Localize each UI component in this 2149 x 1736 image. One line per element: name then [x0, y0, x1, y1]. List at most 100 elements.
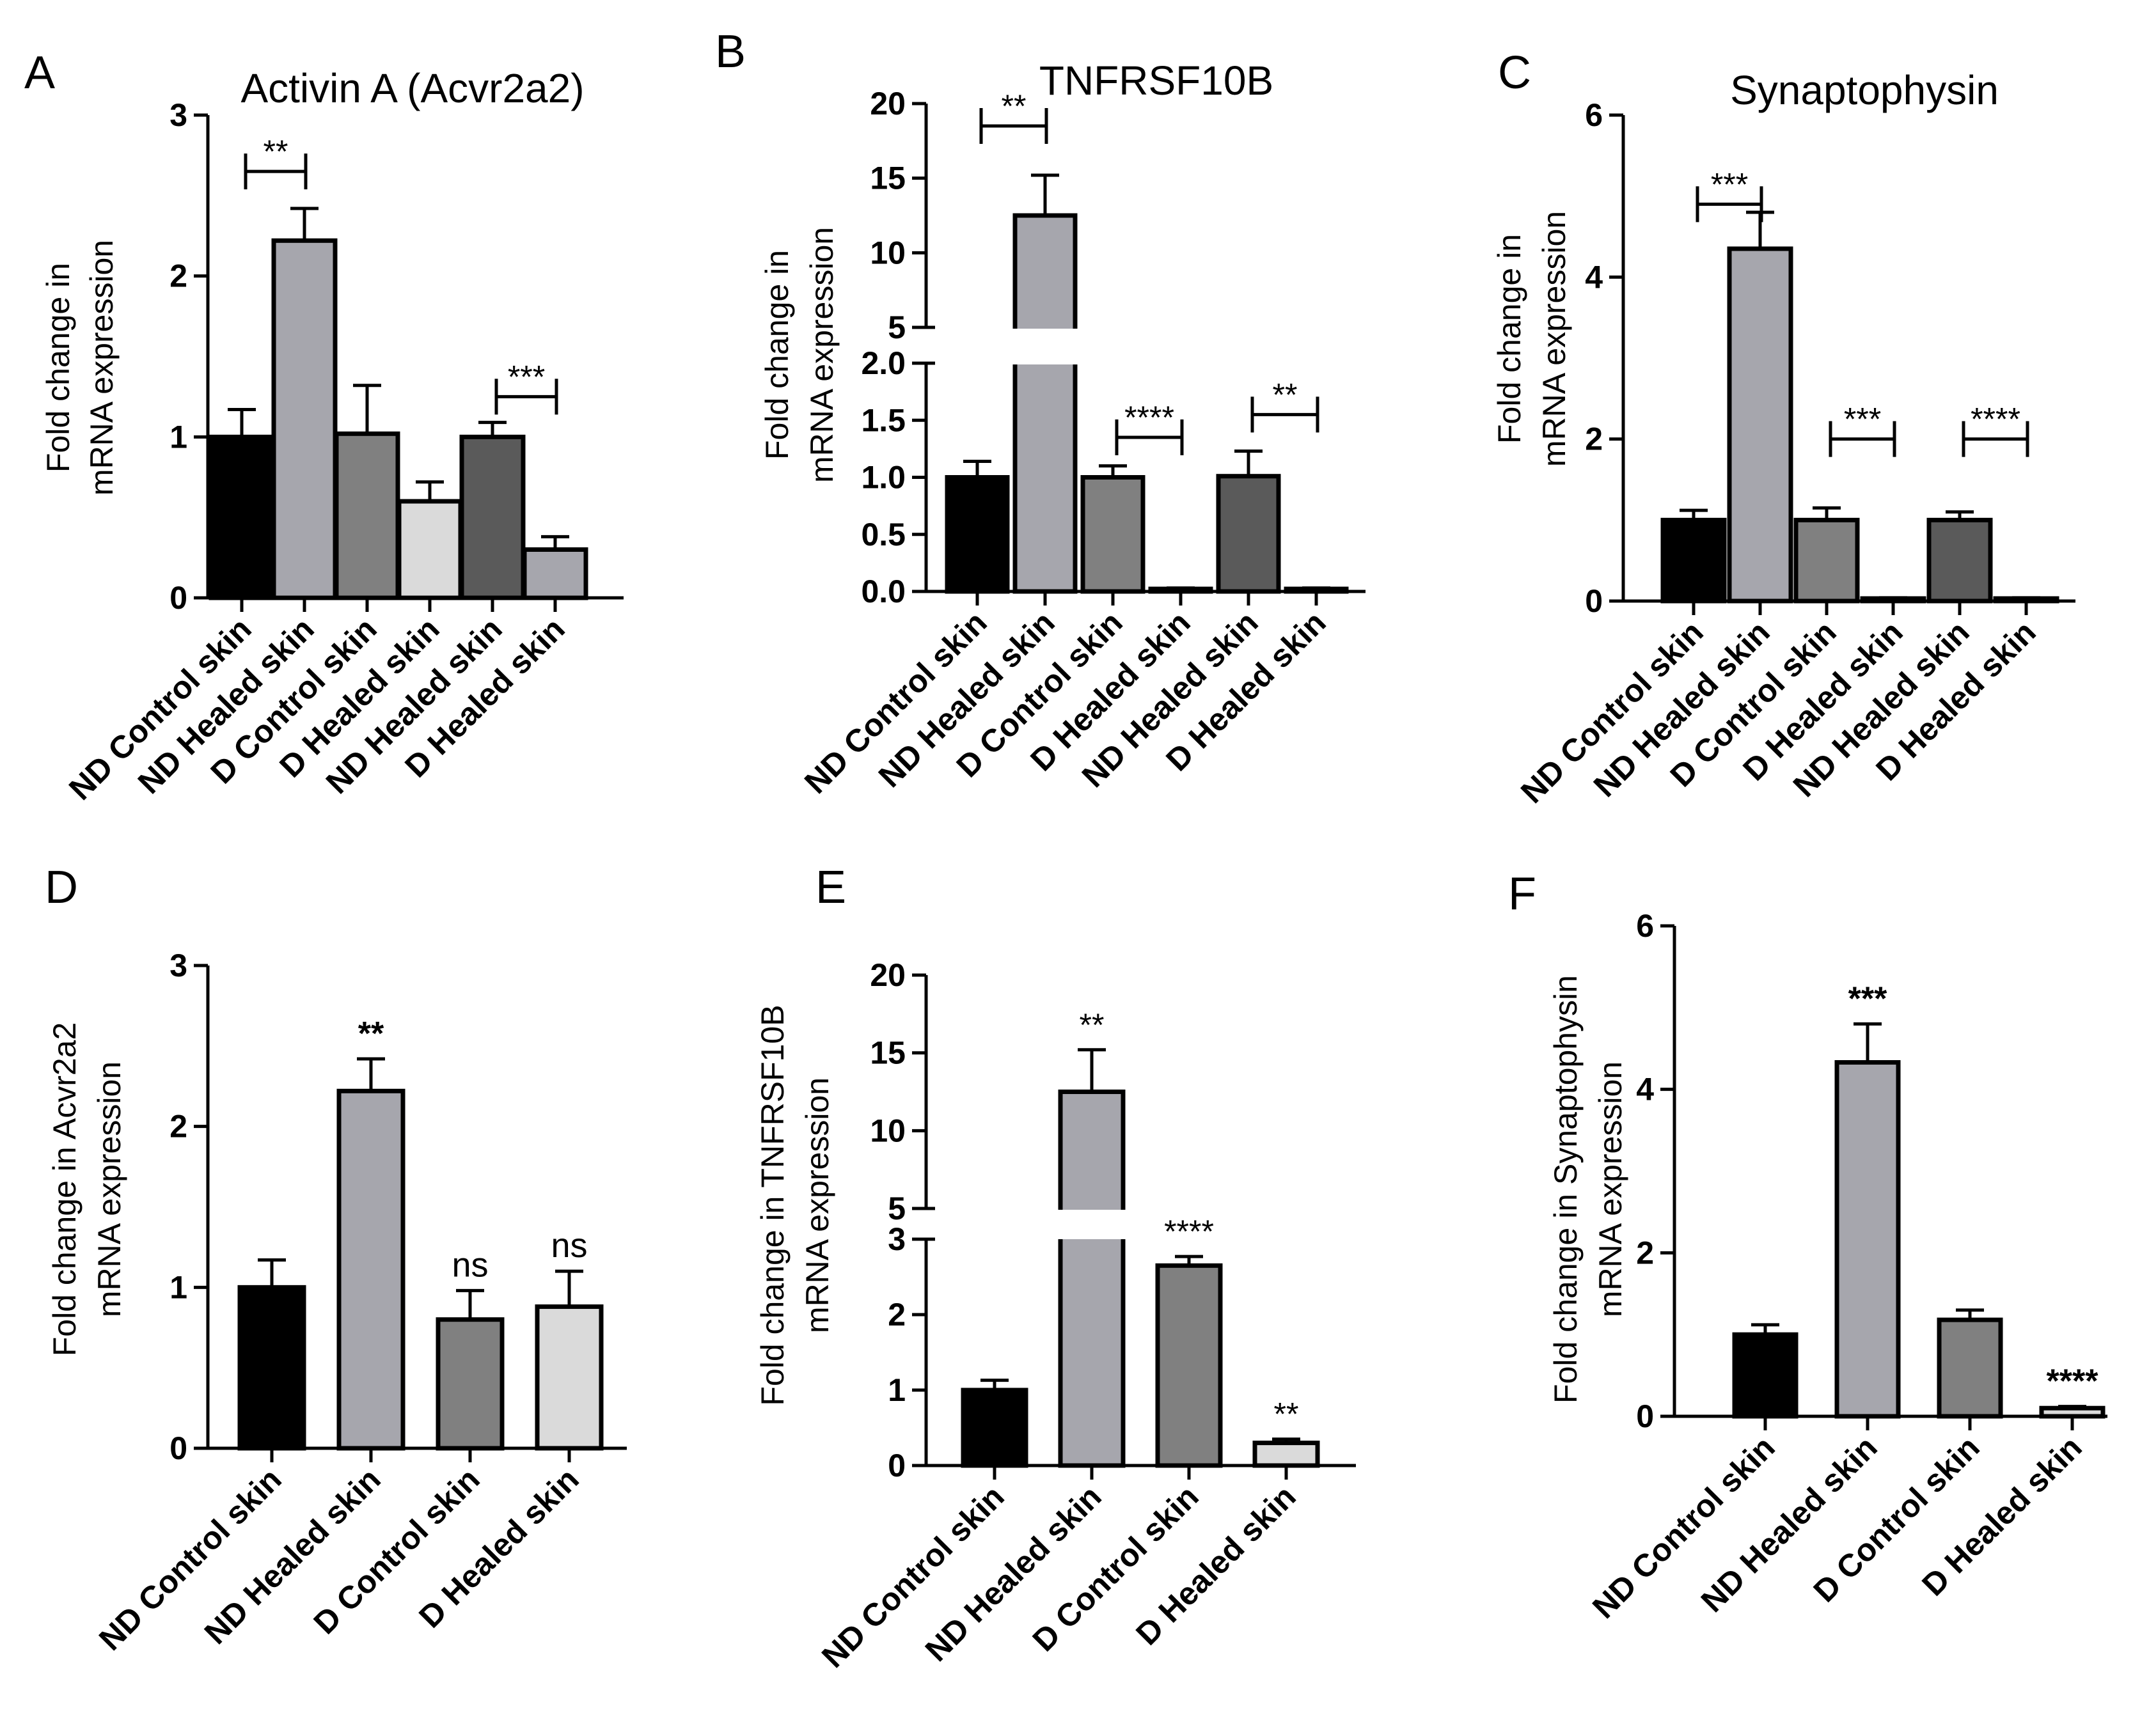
y-axis-label-line-1: Fold change in Acvr2a2 — [47, 1022, 83, 1357]
y-tick-label: 1.0 — [861, 460, 906, 496]
y-tick-label: 4 — [1636, 1072, 1654, 1107]
y-tick-label: 2 — [1585, 421, 1603, 457]
bar-d-healed-skin — [535, 1304, 604, 1451]
panel-letter: C — [1498, 47, 1531, 98]
x-tick-label-nd-healed-skin: ND Healed skin — [198, 1461, 388, 1651]
significance-star: ns — [452, 1246, 488, 1284]
significance-star: **** — [1164, 1214, 1214, 1249]
bar-d-control-skin — [1155, 1263, 1223, 1468]
bar-d-control-skin — [1793, 517, 1860, 604]
panel-letter: B — [715, 26, 746, 77]
significance-label: *** — [1711, 166, 1748, 202]
y-tick-label: 1.5 — [861, 402, 906, 438]
y-tick-label: 3 — [888, 1221, 906, 1257]
y-tick-label: 4 — [1585, 259, 1603, 295]
bar-nd-control-skin — [1732, 1332, 1799, 1419]
y-tick-label: 2 — [888, 1297, 906, 1333]
x-tick-label-nd-healed-skin: ND Healed skin — [1694, 1429, 1884, 1619]
y-axis-label-line-1: Fold change in TNFRSF10B — [755, 1005, 791, 1405]
bar-nd-control-skin — [237, 1285, 306, 1451]
y-tick-label: 0 — [169, 580, 187, 616]
bar-nd-healed-skin — [1926, 517, 1993, 604]
bar-nd-control-skin — [945, 475, 1010, 594]
y-axis-label-line-2: mRNA expression — [804, 227, 840, 483]
panel-e: E Fold change in TNFRSF10B mRNA expressi… — [755, 862, 1356, 1675]
y-tick-label: 20 — [870, 86, 906, 121]
y-tick-label: 6 — [1636, 908, 1654, 944]
bar-d-control-skin — [1937, 1317, 2003, 1419]
bar-d-control-skin — [334, 431, 400, 600]
chart-title: Activin A (Acvr2a2) — [240, 65, 584, 111]
x-tick-label-d-control-skin: D Control skin — [1026, 1478, 1206, 1658]
bar-nd-control-skin — [1660, 517, 1727, 604]
chart-title: TNFRSF10B — [1039, 58, 1273, 104]
panel-letter: E — [815, 862, 846, 913]
y-tick-label: 1 — [169, 1269, 187, 1305]
y-tick-label: 0.5 — [861, 517, 906, 552]
significance-label: **** — [1971, 402, 2020, 437]
y-axis-label-line-1: Fold change in — [759, 250, 795, 460]
axis-break-gap — [1057, 1210, 1127, 1239]
y-tick-label: 0.0 — [861, 574, 906, 609]
y-tick-label: 5 — [888, 1191, 906, 1226]
panel-b: B TNFRSF10B Fold change in mRNA expressi… — [715, 26, 1366, 801]
y-axis-label-line-2: mRNA expression — [1593, 1061, 1628, 1317]
panel-letter: D — [45, 862, 78, 913]
y-axis-label-line-2: mRNA expression — [799, 1077, 835, 1333]
y-tick-label: 0 — [1585, 583, 1603, 619]
y-axis-label-line-1: Fold change in — [1492, 234, 1527, 444]
y-axis-label-line-2: mRNA expression — [91, 1061, 127, 1317]
bar-nd-healed-skin — [271, 238, 338, 600]
y-tick-label: 2 — [1636, 1235, 1654, 1271]
x-tick-label-nd-healed-skin: ND Healed skin — [918, 1478, 1108, 1668]
panel-a: A Activin A (Acvr2a2) Fold change in mRN… — [24, 47, 624, 807]
significance-label: ** — [264, 134, 288, 169]
y-tick-label: 3 — [169, 97, 187, 133]
significance-star: ns — [551, 1226, 587, 1265]
y-tick-label: 0 — [169, 1430, 187, 1466]
significance-star: *** — [1848, 980, 1887, 1017]
y-tick-label: 15 — [870, 160, 906, 196]
y-tick-label: 20 — [870, 957, 906, 993]
chart-title: Synaptophysin — [1730, 67, 1999, 113]
significance-label: ** — [1273, 377, 1298, 412]
x-tick-label-nd-control-skin: ND Control skin — [92, 1461, 288, 1657]
bar-d-healed-skin — [397, 499, 463, 600]
significance-label: ** — [1002, 88, 1027, 124]
panel-letter: A — [24, 47, 55, 98]
significance-label: **** — [1124, 400, 1174, 435]
y-tick-label: 2 — [169, 1109, 187, 1145]
significance-label: *** — [1844, 402, 1881, 437]
significance-star: ** — [1080, 1007, 1105, 1043]
bar-d-healed-skin — [1252, 1441, 1320, 1468]
y-tick-label: 0 — [1636, 1398, 1654, 1434]
bar-nd-healed-skin — [1834, 1060, 1901, 1419]
y-tick-label: 3 — [169, 948, 187, 983]
bar-nd-healed-skin — [1216, 474, 1281, 594]
bar-d-control-skin — [436, 1317, 505, 1451]
bar-d-healed-skin — [522, 547, 588, 600]
y-tick-label: 1 — [169, 419, 187, 455]
bar-d-control-skin — [1080, 475, 1145, 594]
y-tick-label: 2.0 — [861, 345, 906, 381]
panel-c: C Synaptophysin Fold change in mRNA expr… — [1492, 47, 2075, 810]
y-tick-label: 15 — [870, 1035, 906, 1071]
x-tick-label-d-control-skin: D Control skin — [307, 1461, 487, 1641]
y-axis-label-line-2: mRNA expression — [84, 240, 120, 496]
panel-d: D Fold change in Acvr2a2 mRNA expression… — [45, 862, 627, 1657]
bar-nd-healed-skin — [1727, 246, 1793, 604]
bar-nd-healed-skin — [1058, 1090, 1126, 1468]
bar-nd-control-skin — [961, 1388, 1028, 1468]
bar-nd-healed-skin — [1012, 213, 1078, 594]
x-tick-label-nd-control-skin: ND Control skin — [1586, 1429, 1782, 1625]
significance-star: ** — [358, 1015, 384, 1052]
y-tick-label: 6 — [1585, 97, 1603, 133]
bar-nd-healed-skin — [336, 1088, 405, 1451]
y-tick-label: 2 — [169, 258, 187, 294]
x-tick-label-nd-control-skin: ND Control skin — [815, 1478, 1011, 1675]
y-tick-label: 10 — [870, 1113, 906, 1148]
significance-star: ** — [1274, 1396, 1299, 1432]
y-tick-label: 1 — [888, 1372, 906, 1408]
significance-star: **** — [2047, 1363, 2099, 1400]
